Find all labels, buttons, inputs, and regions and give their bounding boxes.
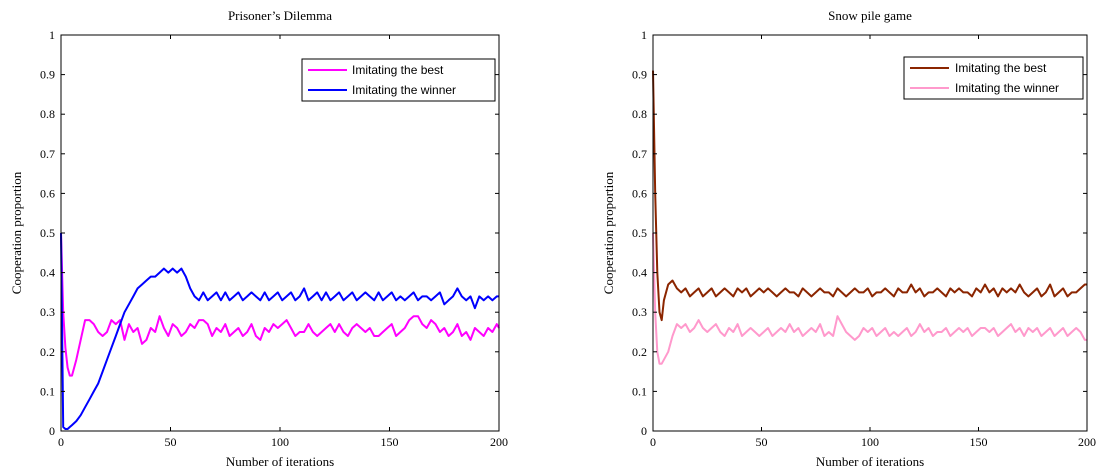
legend-label-imitating-winner: Imitating the winner xyxy=(352,83,456,97)
legend-box xyxy=(301,58,496,102)
y-tick-label: 0.2 xyxy=(632,345,647,359)
y-tick-label: 0.6 xyxy=(40,186,55,200)
legend: Imitating the best Imitating the winner xyxy=(903,56,1084,100)
chart-title: Prisoner’s Dilemma xyxy=(228,8,332,23)
y-tick-label: 0.1 xyxy=(40,384,55,398)
x-tick-label: 100 xyxy=(271,435,289,449)
y-axis-title: Cooperation proportion xyxy=(601,171,616,294)
legend-box xyxy=(903,56,1084,100)
series-line-imitating-the-winner xyxy=(60,232,499,430)
y-tick-label: 0.4 xyxy=(632,266,647,280)
x-tick-label: 200 xyxy=(1078,435,1096,449)
x-tick-label: 0 xyxy=(58,435,64,449)
y-tick-label: 0.4 xyxy=(40,266,55,280)
y-tick-label: 0 xyxy=(641,424,647,438)
chart-prisoners-dilemma: Prisoner’s Dilemma Number of iterations … xyxy=(9,8,508,469)
y-tick-label: 0.8 xyxy=(40,107,55,121)
y-tick-label: 0.8 xyxy=(632,107,647,121)
x-tick-label: 100 xyxy=(861,435,879,449)
series-line-imitating-the-best xyxy=(652,70,1087,322)
series-line-imitating-the-best xyxy=(60,232,500,377)
y-tick-label: 0 xyxy=(49,424,55,438)
y-tick-label: 0.5 xyxy=(632,226,647,240)
x-tick-label: 50 xyxy=(756,435,768,449)
y-tick-label: 0.7 xyxy=(40,147,55,161)
x-tick-label: 50 xyxy=(165,435,177,449)
y-tick-label: 1 xyxy=(49,28,55,42)
y-tick-label: 0.7 xyxy=(632,147,647,161)
x-tick-label: 150 xyxy=(970,435,988,449)
y-tick-label: 0.9 xyxy=(40,68,55,82)
y-tick-label: 0.1 xyxy=(632,384,647,398)
x-tick-label: 200 xyxy=(490,435,508,449)
plot-area: 0 50 100 150 200 0 0.1 0.2 0.3 0.4 0.5 0.6 0.7 0.8 0.9… xyxy=(632,28,1096,449)
y-tick-label: 0.3 xyxy=(632,305,647,319)
y-tick-label: 0.9 xyxy=(632,68,647,82)
legend-label-imitating-winner: Imitating the winner xyxy=(955,81,1059,95)
x-axis-title: Number of iterations xyxy=(226,454,334,469)
y-tick-label: 0.5 xyxy=(40,226,55,240)
legend-label-imitating-best: Imitating the best xyxy=(352,63,444,77)
plot-area: 0 50 100 150 200 0 0.1 0.2 0.3 0.4 0.5 0.6 0.7 0.8 0.9… xyxy=(40,28,508,449)
chart-title: Snow pile game xyxy=(828,8,912,23)
y-tick-label: 0.2 xyxy=(40,345,55,359)
legend-label-imitating-best: Imitating the best xyxy=(955,61,1047,75)
y-tick-label: 0.3 xyxy=(40,305,55,319)
x-axis-title: Number of iterations xyxy=(816,454,924,469)
y-tick-label: 1 xyxy=(641,28,647,42)
x-tick-label: 0 xyxy=(650,435,656,449)
y-axis-title: Cooperation proportion xyxy=(9,171,24,294)
y-tick-label: 0.6 xyxy=(632,186,647,200)
chart-snow-pile-game: Snow pile game Number of iterations Coop… xyxy=(601,8,1096,469)
legend: Imitating the best Imitating the winner xyxy=(301,58,496,102)
series-line-imitating-the-winner xyxy=(652,232,1087,365)
x-tick-label: 150 xyxy=(381,435,399,449)
